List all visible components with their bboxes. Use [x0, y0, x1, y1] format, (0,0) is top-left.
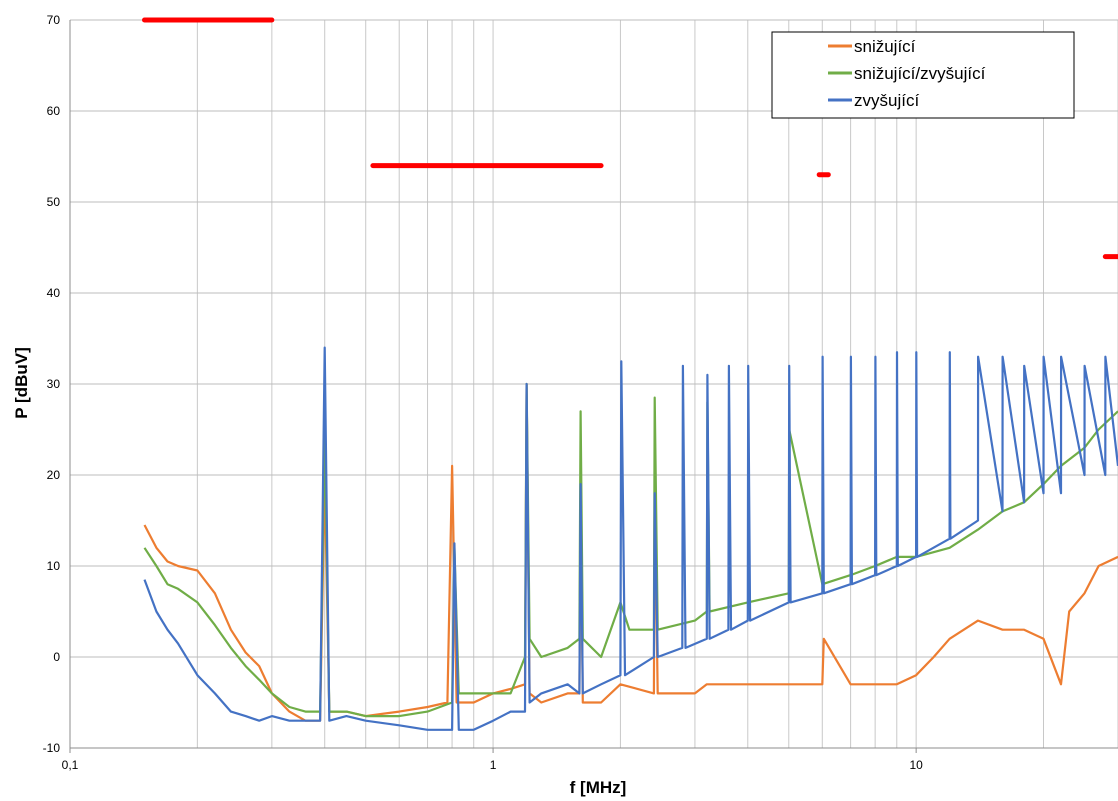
x-tick-label: 0,1 — [62, 758, 79, 772]
series-line — [143, 382, 1118, 722]
y-tick-label: 60 — [47, 104, 61, 118]
y-tick-label: 0 — [53, 650, 60, 664]
y-tick-label: 10 — [47, 559, 61, 573]
limit-lines — [141, 17, 1118, 260]
y-tick-label: 30 — [47, 377, 61, 391]
legend-label: snižující — [854, 37, 916, 56]
y-tick-label: 70 — [47, 13, 61, 27]
legend-label: zvyšující — [854, 91, 919, 110]
legend: snižující snižující/zvyšující zvyšující — [771, 31, 1075, 119]
x-tick-labels: 0,1 1 10 — [62, 748, 923, 772]
legend-box — [771, 31, 1075, 119]
y-tick-label: 20 — [47, 468, 61, 482]
x-tick-label: 1 — [490, 758, 497, 772]
y-tick-labels: -10 0 10 20 30 40 50 60 70 — [43, 13, 61, 755]
x-tick-label: 10 — [909, 758, 923, 772]
series-line — [143, 346, 1118, 731]
x-axis-title: f [MHz] — [570, 778, 627, 797]
y-tick-label: 50 — [47, 195, 61, 209]
y-axis-title: P [dBuV] — [12, 347, 31, 418]
legend-label: snižující/zvyšující — [854, 64, 986, 83]
series-line — [143, 382, 1118, 718]
series-lines — [143, 346, 1118, 731]
y-tick-label: -10 — [43, 741, 61, 755]
major-gridlines — [69, 19, 1118, 749]
y-tick-label: 40 — [47, 286, 61, 300]
